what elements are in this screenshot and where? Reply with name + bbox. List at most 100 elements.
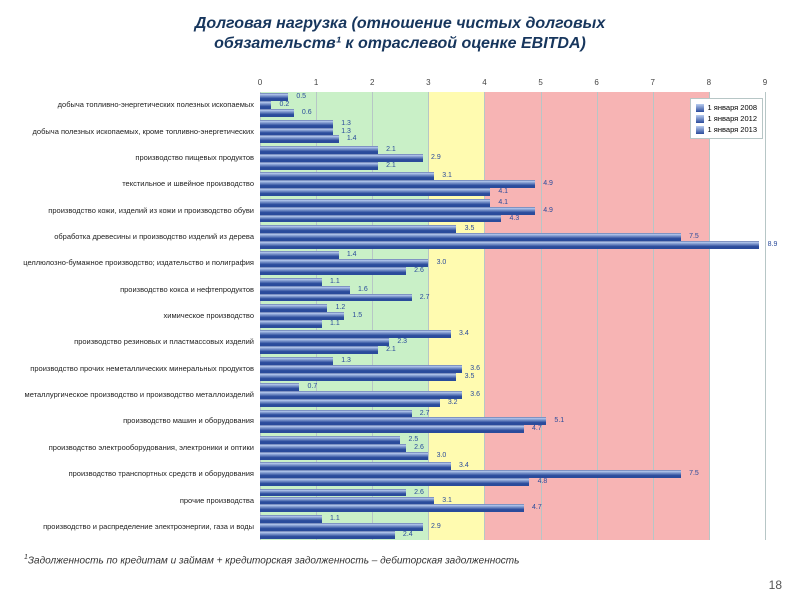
bar: 1.4 (260, 135, 339, 143)
bar: 1.1 (260, 515, 322, 523)
bar-value: 1.6 (358, 286, 368, 293)
bar: 1.3 (260, 128, 333, 136)
category-row: целлюлозно-бумажное производство; издате… (10, 250, 765, 276)
bar-group: 1.4 3.0 2.6 (260, 250, 765, 276)
category-row: химическое производство1.21.51.1 (10, 303, 765, 329)
bar-group: 1.11.62.7 (260, 276, 765, 302)
bar-value: 3.6 (470, 391, 480, 398)
bar-value: 4.3 (510, 215, 520, 222)
bar-value: 1.4 (347, 251, 357, 258)
bar-value: 2.9 (431, 154, 441, 161)
bar: 2.1 (260, 162, 378, 170)
bar: 2.6 (260, 444, 406, 452)
bar-value: 2.1 (386, 162, 396, 169)
x-tick-label: 8 (707, 78, 711, 87)
bar-value: 3.0 (437, 452, 447, 459)
category-row: производство кокса и нефтепродуктов1.11.… (10, 276, 765, 302)
bar: 4.7 (260, 425, 524, 433)
bar-value: 4.7 (532, 504, 542, 511)
bar-value: 4.8 (538, 478, 548, 485)
category-label: производство и распределение электроэнер… (10, 514, 260, 540)
gridline (765, 92, 766, 540)
bar: 1.1 (260, 320, 322, 328)
bar-value: 7.5 (689, 233, 699, 240)
category-row: производство электрооборудования, электр… (10, 435, 765, 461)
bar-value: 4.9 (543, 180, 553, 187)
category-row: производство кожи, изделий из кожи и про… (10, 197, 765, 223)
bar: 3.1 (260, 172, 434, 180)
bar: 4.9 (260, 180, 535, 188)
category-row: прочие производства 2.63.1 4.7 (10, 487, 765, 513)
bar-group: 3.57.58.9 (260, 224, 765, 250)
page-title: Долговая нагрузка (отношение чистых долг… (0, 0, 800, 62)
category-label: целлюлозно-бумажное производство; издате… (10, 250, 260, 276)
bar-group: 0.73.63.2 (260, 382, 765, 408)
category-label: производство кокса и нефтепродуктов (10, 276, 260, 302)
bar: 1.5 (260, 312, 344, 320)
category-label: производство кожи, изделий из кожи и про… (10, 197, 260, 223)
bar: 3.0 (260, 452, 428, 460)
category-label: текстильное и швейное производство (10, 171, 260, 197)
bar-value: 3.1 (442, 172, 452, 179)
bar-value: 8.9 (768, 241, 778, 248)
bar-value: 5.1 (554, 417, 564, 424)
bar-group: 1.1 2.9 2.4 (260, 514, 765, 540)
footnote: 1Задолженность по кредитам и займам + кр… (24, 554, 519, 566)
category-label: прочие производства (10, 487, 260, 513)
x-tick-label: 7 (651, 78, 655, 87)
bar: 3.6 (260, 365, 462, 373)
bar-value: 4.1 (498, 199, 508, 206)
bar-value: 2.7 (420, 294, 430, 301)
bar: 2.4 (260, 531, 395, 539)
bar: 3.6 (260, 391, 462, 399)
bar-value: 2.6 (414, 444, 424, 451)
category-label: производство прочих неметаллических мине… (10, 356, 260, 382)
bar: 2.9 (260, 154, 423, 162)
bar-value: 2.1 (386, 346, 396, 353)
bar-value: 2.6 (414, 489, 424, 496)
category-row: производство пищевых продуктов2.12.92.1 (10, 145, 765, 171)
category-row: производство транспортных средств и обор… (10, 461, 765, 487)
bar-value: 4.7 (532, 425, 542, 432)
category-row: производство и распределение электроэнер… (10, 514, 765, 540)
bar-group: 3.14.94.1 (260, 171, 765, 197)
category-row: текстильное и швейное производство3.14.9… (10, 171, 765, 197)
bar-value: 2.9 (431, 523, 441, 530)
bar-value: 1.5 (352, 312, 362, 319)
x-axis: 0123456789 (260, 78, 765, 92)
bar-value: 2.1 (386, 146, 396, 153)
x-tick-label: 1 (314, 78, 318, 87)
bar: 1.1 (260, 278, 322, 286)
bar-value: 3.6 (470, 365, 480, 372)
bar: 3.4 (260, 462, 451, 470)
bar: 1.6 (260, 286, 350, 294)
bar-value: 3.5 (465, 225, 475, 232)
bar: 2.7 (260, 294, 412, 302)
x-tick-label: 4 (482, 78, 486, 87)
chart-rows: добыча топливно-энергетических полезных … (10, 92, 765, 540)
category-label: добыча полезных ископаемых, кроме топлив… (10, 118, 260, 144)
category-label: производство транспортных средств и обор… (10, 461, 260, 487)
bar: 2.1 (260, 346, 378, 354)
category-row: добыча полезных ископаемых, кроме топлив… (10, 118, 765, 144)
bar: 3.1 (260, 497, 434, 505)
bar: 3.5 (260, 373, 456, 381)
bar: 7.5 (260, 233, 681, 241)
bar: 3.5 (260, 225, 456, 233)
bar-value: 0.2 (279, 101, 289, 108)
bar-value: 2.3 (397, 338, 407, 345)
bar: 0.5 (260, 93, 288, 101)
category-label: обработка древесины и производство издел… (10, 224, 260, 250)
bar-value: 3.2 (448, 399, 458, 406)
x-tick-label: 6 (594, 78, 598, 87)
bar-group: 0.50.20.6 (260, 92, 765, 118)
bar-group: 1.21.51.1 (260, 303, 765, 329)
bar-value: 4.1 (498, 188, 508, 195)
bar-value: 2.6 (414, 267, 424, 274)
bar-group: 1.33.63.5 (260, 356, 765, 382)
category-label: химическое производство (10, 303, 260, 329)
bar-value: 3.0 (437, 259, 447, 266)
bar-value: 0.5 (296, 93, 306, 100)
bar-group: 3.47.54.8 (260, 461, 765, 487)
bar: 0.7 (260, 383, 299, 391)
